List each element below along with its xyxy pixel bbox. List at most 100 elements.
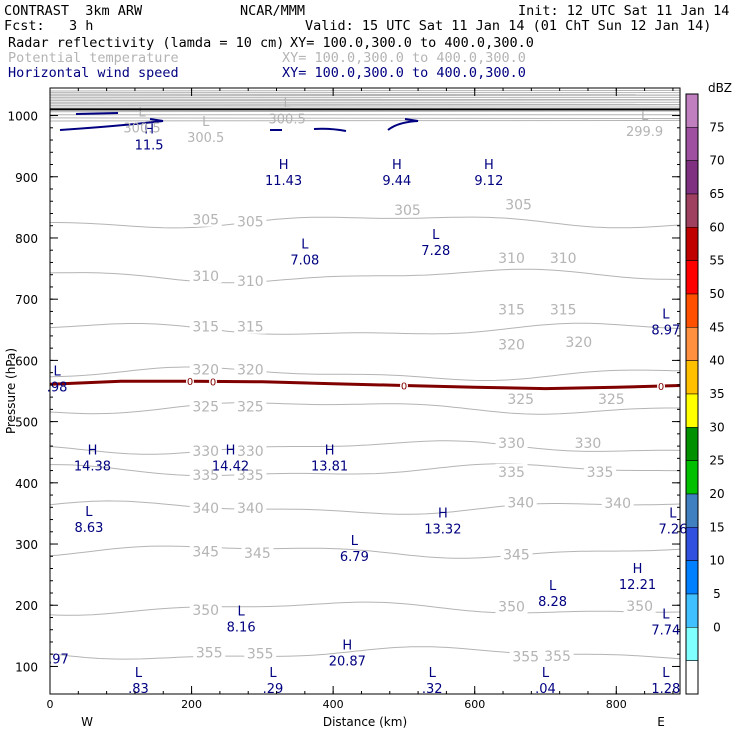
colorbar-border	[685, 93, 699, 695]
colorbar-level-label: 5	[713, 587, 721, 601]
isentrope-label-gap	[595, 390, 628, 406]
isentrope-label-340: 340	[604, 496, 631, 512]
wind-speed-value: 13.32	[424, 523, 461, 538]
wind-contour	[313, 127, 347, 132]
wind-extremum-marker: H	[438, 507, 448, 522]
wind-speed-value: 1.28	[651, 682, 680, 697]
wind-speed-value: .04	[535, 682, 556, 697]
theta-extremum-marker: L	[284, 97, 292, 112]
left-endpoint-label: W	[81, 715, 93, 729]
isentrope-label-gap	[502, 196, 535, 212]
y-tick-label: 100	[15, 660, 38, 674]
wind-speed-value: 8.16	[227, 621, 256, 636]
colorbar-swatch	[685, 293, 699, 328]
isentrope-label-gap	[193, 644, 226, 660]
isentrope-310	[49, 268, 680, 284]
upper-isentrope-line	[49, 117, 681, 119]
isentrope-label-310: 310	[498, 251, 525, 267]
wind-jet-contours	[59, 112, 419, 132]
isentrope-label-355: 355	[544, 649, 571, 665]
org-label: NCAR/MMM	[240, 3, 306, 19]
isentrope-label-gap	[504, 494, 537, 510]
isentrope-label-340: 340	[192, 501, 219, 517]
isentrope-label-320: 320	[192, 363, 219, 379]
wind-speed-value: 8.97	[651, 324, 680, 339]
theta-extremum-value: 300.5	[269, 113, 306, 128]
isentrope-345	[49, 545, 681, 559]
freezing-label-gap	[209, 376, 217, 387]
y-axis-title: Pressure (hPa)	[4, 348, 18, 434]
x-axis-title: Distance (km)	[323, 715, 407, 729]
x-tick-label: 0	[47, 698, 54, 711]
x-tick-label: 200	[181, 698, 202, 711]
isentrope-label-gap	[495, 598, 528, 614]
y-tick-label: 600	[15, 354, 38, 368]
isentrope-label-gap	[509, 648, 542, 664]
isentrope-340	[49, 500, 681, 515]
isentrope-label-305: 305	[394, 203, 421, 219]
upper-isentrope-line	[49, 98, 681, 101]
field-reflectivity: Radar reflectivity (lamda = 10 cm)	[8, 35, 285, 51]
colorbar-swatch	[685, 193, 699, 228]
axes: 100 200 300 400 500 600 700 800 900 1000 Pressure …	[4, 88, 680, 729]
isentrope-label-gap	[189, 398, 222, 414]
isentrope-label-gap	[189, 442, 222, 458]
isentrope-label-315: 315	[192, 320, 219, 336]
plot-frame	[49, 87, 681, 695]
model-title: CONTRAST 3km ARW	[4, 3, 143, 19]
theta-isentropes: 355 355 355 355 350 350 350 345 345 345 340 340 340 3…	[49, 196, 681, 666]
isentrope-label-310: 310	[550, 251, 577, 267]
isentrope-label-320: 320	[498, 337, 525, 353]
y-tick-label: 800	[15, 232, 38, 246]
isentrope-label-355: 355	[512, 650, 539, 666]
freezing-level-label: 0	[210, 377, 216, 388]
isentrope-label-gap	[541, 648, 574, 664]
colorbar-level-label: 50	[709, 287, 724, 301]
colorbar-swatch	[685, 627, 699, 661]
field-wind-speed: Horizontal wind speed	[8, 65, 179, 81]
isentrope-label-335: 335	[498, 465, 525, 481]
wind-extremum-marker: L	[237, 605, 245, 620]
isentrope-label-325: 325	[598, 392, 625, 408]
isentrope-label-335: 335	[237, 468, 264, 484]
colorbar-swatch	[685, 427, 699, 461]
colorbar-level-label: 40	[709, 354, 724, 368]
contour-labels: L.83L.29L.32L.04L1.28.97H20.87L8.16L7.74…	[47, 97, 688, 697]
wind-speed-value: 9.44	[382, 174, 411, 189]
wind-extremum-marker: H	[342, 638, 352, 653]
isentrope-label-320: 320	[237, 363, 264, 379]
colorbar-level-label: 15	[709, 520, 724, 534]
freezing-level-label: 0	[187, 377, 193, 388]
colorbar-unit: dBZ	[708, 81, 732, 95]
wind-extremum-marker: L	[432, 228, 440, 243]
colorbar-swatch	[685, 93, 699, 128]
init-time: Init: 12 UTC Sat 11 Jan 14	[518, 3, 730, 19]
isentrope-label-315: 315	[237, 320, 264, 336]
upper-isentrope-line	[49, 104, 681, 106]
y-tick-label: 900	[15, 171, 38, 185]
wind-speed-value: 7.74	[651, 624, 680, 639]
wind-extremum-marker: H	[392, 158, 402, 173]
y-tick-label: 200	[15, 599, 38, 613]
isentrope-label-gap	[495, 301, 528, 317]
colorbar-level-label: 25	[709, 454, 724, 468]
wind-extremum-marker: L	[135, 666, 143, 681]
y-tick-label: 500	[15, 416, 38, 430]
colorbar-swatch	[685, 560, 699, 595]
isentrope-label-gap	[189, 602, 222, 618]
isentrope-label-345: 345	[192, 544, 219, 560]
freezing-label-gap	[186, 376, 194, 387]
colorbar-level-label: 60	[709, 220, 724, 234]
wind-extremum-marker: H	[226, 444, 236, 459]
colorbar-swatch	[685, 660, 699, 695]
isentrope-label-gap	[571, 435, 604, 451]
isentrope-label-gap	[500, 546, 533, 562]
colorbar-level-label: 75	[709, 120, 724, 134]
upper-isentrope-line	[49, 93, 681, 96]
freezing-level-line	[49, 379, 681, 391]
isentrope-label-315: 315	[550, 303, 577, 319]
freezing-level-label: 0	[401, 381, 407, 392]
wind-speed-value: 7.26	[658, 523, 687, 538]
field-reflectivity-xy: XY= 100.0,300.0 to 400.0,300.0	[290, 35, 534, 51]
colorbar-swatch	[685, 160, 699, 195]
